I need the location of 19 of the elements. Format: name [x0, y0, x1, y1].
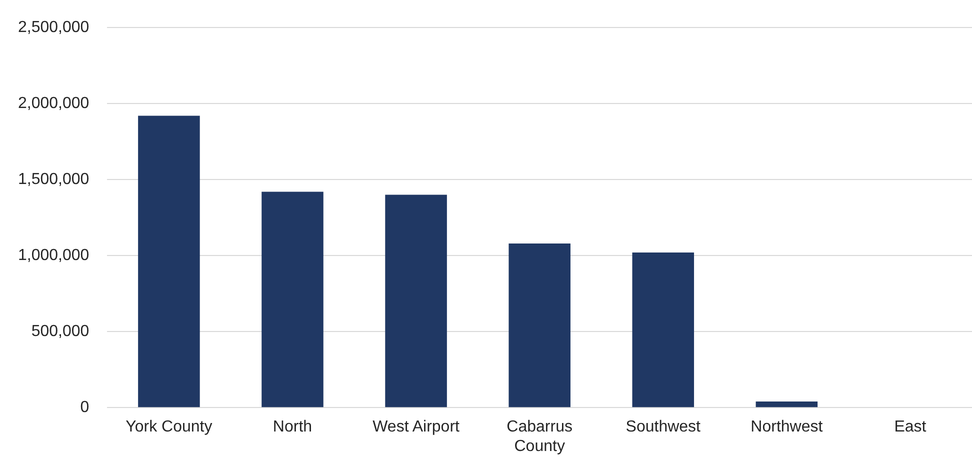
y-tick-label: 1,000,000 [18, 247, 90, 264]
y-tick-label: 500,000 [31, 323, 90, 340]
y-tick-label: 0 [80, 399, 90, 416]
x-tick-label: West Airport [372, 418, 460, 436]
x-tick-label: York County [126, 418, 212, 436]
x-tick-label: Northwest [750, 418, 824, 436]
y-tick-label: 1,500,000 [18, 171, 90, 188]
bar [262, 192, 324, 408]
bar [632, 252, 694, 408]
x-tick-label: North [272, 418, 312, 436]
y-tick-label: 2,500,000 [18, 19, 90, 36]
bar [385, 194, 447, 408]
bar [756, 402, 818, 408]
bar [138, 116, 200, 408]
x-tick-label: Cabarrus County [506, 418, 572, 455]
bar [508, 243, 570, 408]
x-tick-label: East [894, 418, 927, 436]
x-tick-label: Southwest [626, 418, 702, 436]
y-tick-label: 2,000,000 [18, 95, 90, 112]
